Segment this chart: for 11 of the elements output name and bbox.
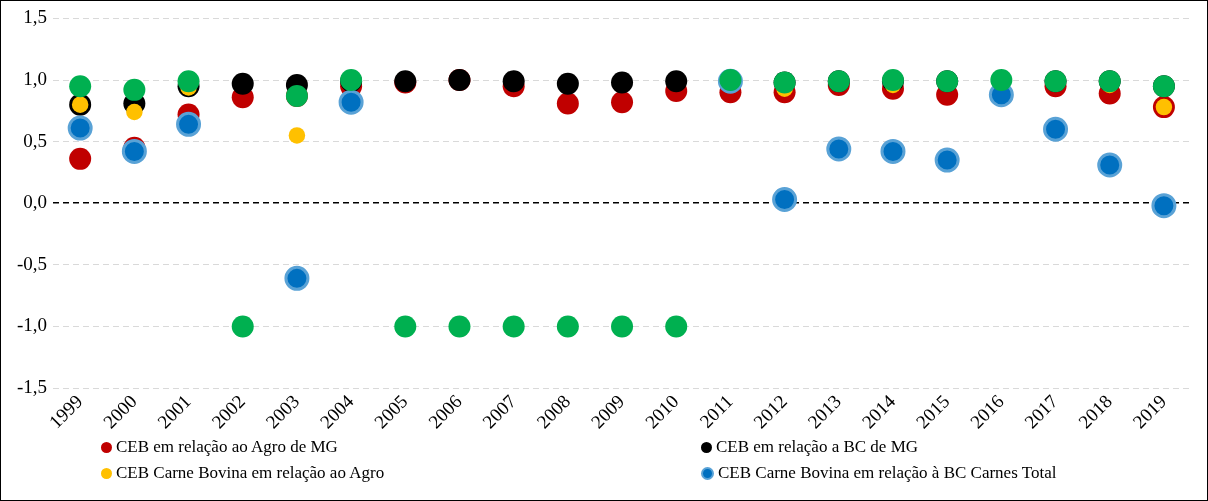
legend-label: CEB Carne Bovina em relação ao Agro xyxy=(116,463,385,483)
legend-label: CEB em relação a BC de MG xyxy=(716,437,919,457)
y-tick-label: -1,5 xyxy=(17,375,48,397)
y-tick-label: 0,0 xyxy=(23,191,48,213)
y-tick-label: 0,5 xyxy=(23,129,48,151)
legend-label: CEB Carne Bovina em relação à BC Carnes Total xyxy=(718,463,1057,483)
y-tick-label: 1,0 xyxy=(23,67,48,89)
y-tick-label: -0,5 xyxy=(17,252,48,274)
legend-label: CEB em relação ao Agro de MG xyxy=(116,437,338,457)
y-tick-label: -1,0 xyxy=(17,314,48,336)
y-tick-label: 1,5 xyxy=(23,6,48,28)
